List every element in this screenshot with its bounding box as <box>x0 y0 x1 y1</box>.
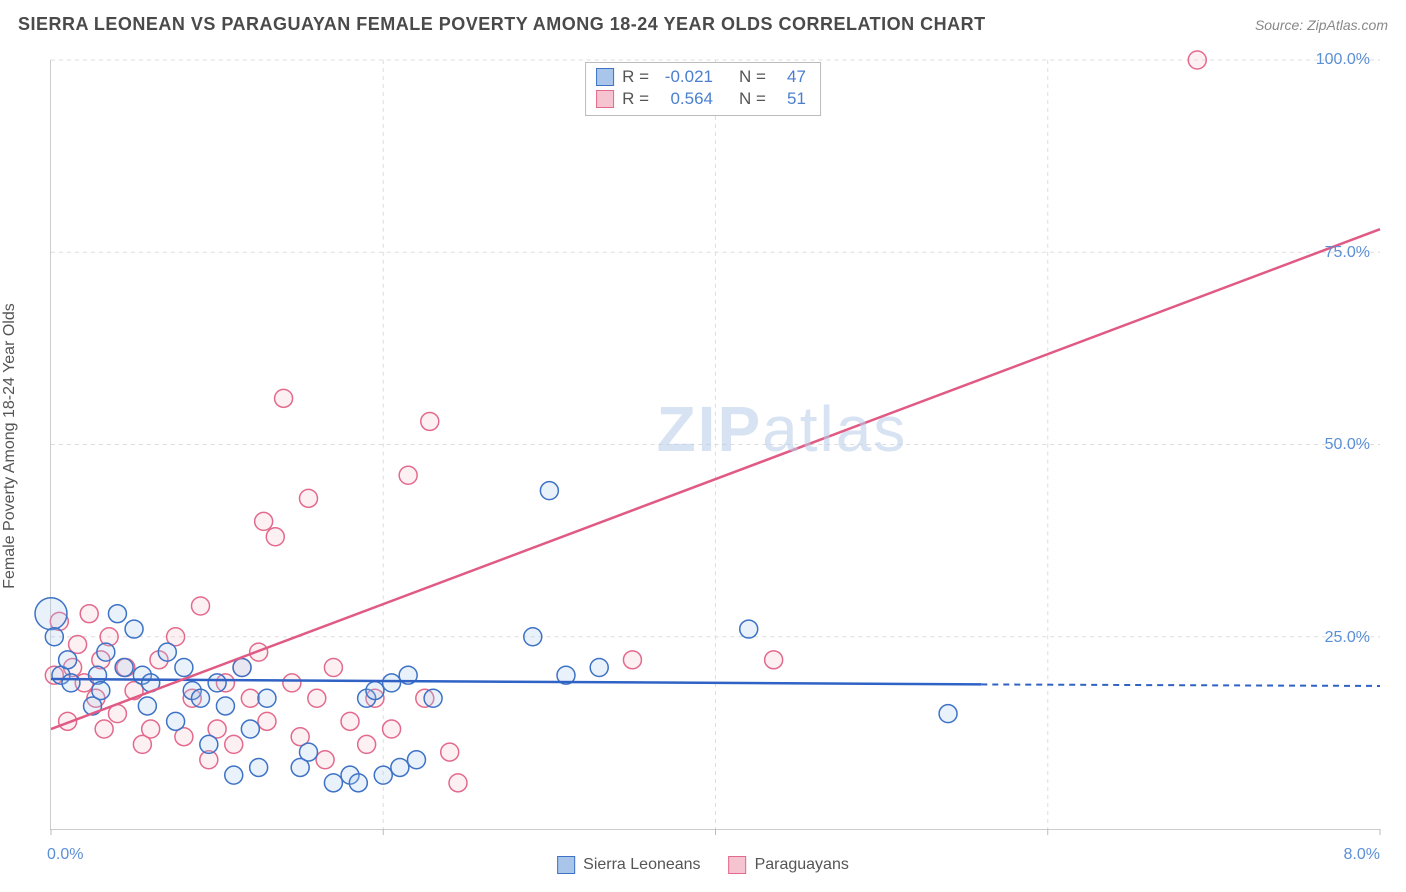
chart-title: SIERRA LEONEAN VS PARAGUAYAN FEMALE POVE… <box>18 14 986 35</box>
legend-label: Sierra Leoneans <box>583 856 700 874</box>
plot-area: ZIPatlas 25.0%50.0%75.0%100.0%0.0%8.0% <box>50 60 1380 830</box>
blue-swatch-icon <box>557 856 575 874</box>
legend-label: Paraguayans <box>755 856 849 874</box>
pink-swatch-icon <box>729 856 747 874</box>
y-tick-label: 75.0% <box>1325 244 1370 262</box>
stat-n-value: 47 <box>774 67 806 87</box>
stats-box: R =-0.021N =47R =0.564N =51 <box>585 62 821 116</box>
y-tick-label: 50.0% <box>1325 436 1370 454</box>
stats-row: R =0.564N =51 <box>596 89 806 109</box>
pink-swatch-icon <box>596 90 614 108</box>
chart-source: Source: ZipAtlas.com <box>1255 17 1388 33</box>
legend-item: Paraguayans <box>729 856 849 874</box>
stat-r-value: -0.021 <box>657 67 713 87</box>
blue-swatch-icon <box>596 68 614 86</box>
y-axis-label: Female Poverty Among 18-24 Year Olds <box>1 303 19 589</box>
x-tick-label: 0.0% <box>47 846 83 864</box>
stat-n-value: 51 <box>774 89 806 109</box>
chart-header: SIERRA LEONEAN VS PARAGUAYAN FEMALE POVE… <box>18 14 1388 35</box>
chart-svg <box>51 60 1380 829</box>
y-tick-label: 100.0% <box>1316 51 1370 69</box>
legend-item: Sierra Leoneans <box>557 856 700 874</box>
legend: Sierra Leoneans Paraguayans <box>557 856 849 874</box>
y-tick-label: 25.0% <box>1325 629 1370 647</box>
x-tick-label: 8.0% <box>1344 846 1380 864</box>
stat-r-value: 0.564 <box>657 89 713 109</box>
stats-row: R =-0.021N =47 <box>596 67 806 87</box>
